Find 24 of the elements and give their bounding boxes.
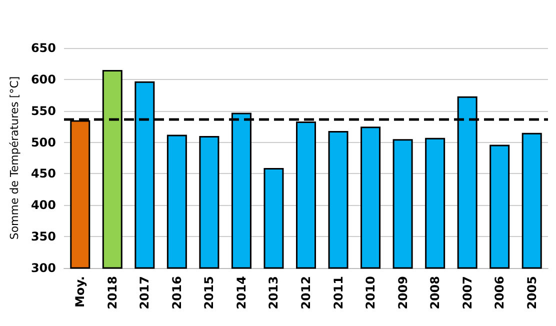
y-tick-label: 400 bbox=[30, 198, 56, 212]
x-tick-label: 2006 bbox=[492, 276, 507, 310]
x-tick-label: 2017 bbox=[138, 276, 152, 310]
x-tick-label: 2014 bbox=[234, 276, 248, 310]
y-tick-label: 550 bbox=[30, 104, 56, 118]
x-tick-label: 2007 bbox=[460, 276, 474, 310]
x-tick-label: 2012 bbox=[299, 276, 313, 310]
y-tick-label: 500 bbox=[30, 135, 56, 150]
x-tick-label: Moy. bbox=[73, 276, 88, 308]
y-tick-label: 300 bbox=[30, 261, 56, 275]
y-tick-label: 600 bbox=[30, 72, 56, 86]
y-tick-label: 650 bbox=[30, 41, 56, 55]
y-axis-title: Somme de Températures [°C] bbox=[8, 76, 22, 240]
y-tick-label: 350 bbox=[30, 230, 56, 244]
y-tick-label: 450 bbox=[30, 166, 56, 181]
x-tick-label: 2011 bbox=[331, 276, 346, 310]
x-tick-label: 2009 bbox=[396, 276, 410, 310]
x-tick-label: 2018 bbox=[105, 276, 120, 310]
x-tick-label: 2005 bbox=[524, 276, 539, 310]
x-tick-label: 2010 bbox=[364, 276, 378, 310]
x-tick-label: 2015 bbox=[202, 276, 216, 310]
x-tick-label: 2013 bbox=[266, 276, 281, 310]
x-tick-label: 2016 bbox=[170, 276, 184, 310]
x-tick-label: 2008 bbox=[428, 276, 442, 310]
